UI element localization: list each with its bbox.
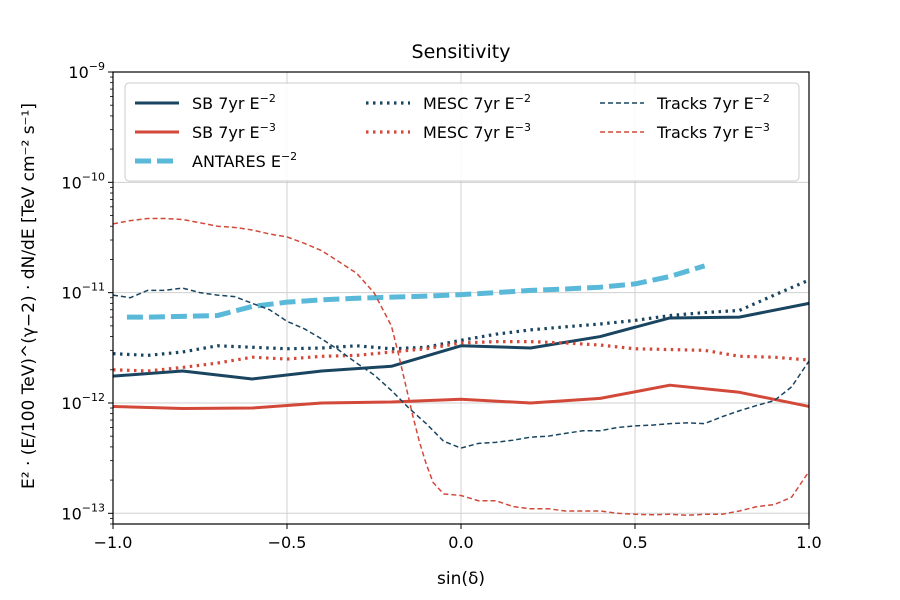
series-line-4: [112, 340, 810, 373]
legend-label-1: SB 7yr E−3: [192, 121, 276, 142]
legend-label-0: SB 7yr E−2: [192, 92, 276, 113]
legend-label-6: Tracks 7yr E−3: [656, 121, 770, 142]
series-line-6: [112, 217, 810, 517]
tick-layer: −1.0 −0.5 0.0 0.5 1.0 10−13 10−12 10−11 10−10 10−…: [61, 60, 821, 552]
x-tick-label: 0.0: [448, 533, 473, 552]
series-line-1: [112, 383, 810, 411]
series-layer: [112, 217, 810, 517]
legend-box: [124, 82, 800, 182]
x-tick-label: 1.0: [796, 533, 821, 552]
series-line-3: [112, 278, 810, 357]
x-tick-label: −1.0: [94, 533, 133, 552]
y-axis-label: E² · (E/100 TeV)^(γ−2) · dN/dE [TeV cm⁻²…: [19, 103, 39, 489]
chart-title: Sensitivity: [412, 41, 511, 63]
legend: SB 7yr E−2 SB 7yr E−3 ANTARES E−2 MESC 7yr …: [124, 82, 800, 182]
y-tick-label: 10−13: [61, 501, 105, 523]
legend-label-4: MESC 7yr E−3: [423, 121, 531, 142]
legend-label-5: Tracks 7yr E−2: [656, 92, 770, 113]
legend-label-3: MESC 7yr E−2: [423, 92, 531, 113]
y-tick-label: 10−10: [61, 170, 105, 192]
series-line-5: [112, 287, 810, 449]
y-tick-label: 10−9: [68, 60, 105, 82]
x-tick-label: 0.5: [622, 533, 647, 552]
y-tick-label: 10−12: [61, 391, 105, 413]
series-line-0: [112, 301, 810, 381]
legend-label-2: ANTARES E−2: [192, 150, 297, 171]
x-axis-label: sin(δ): [437, 569, 485, 589]
x-tick-label: −0.5: [268, 533, 307, 552]
y-tick-label: 10−11: [61, 281, 105, 303]
